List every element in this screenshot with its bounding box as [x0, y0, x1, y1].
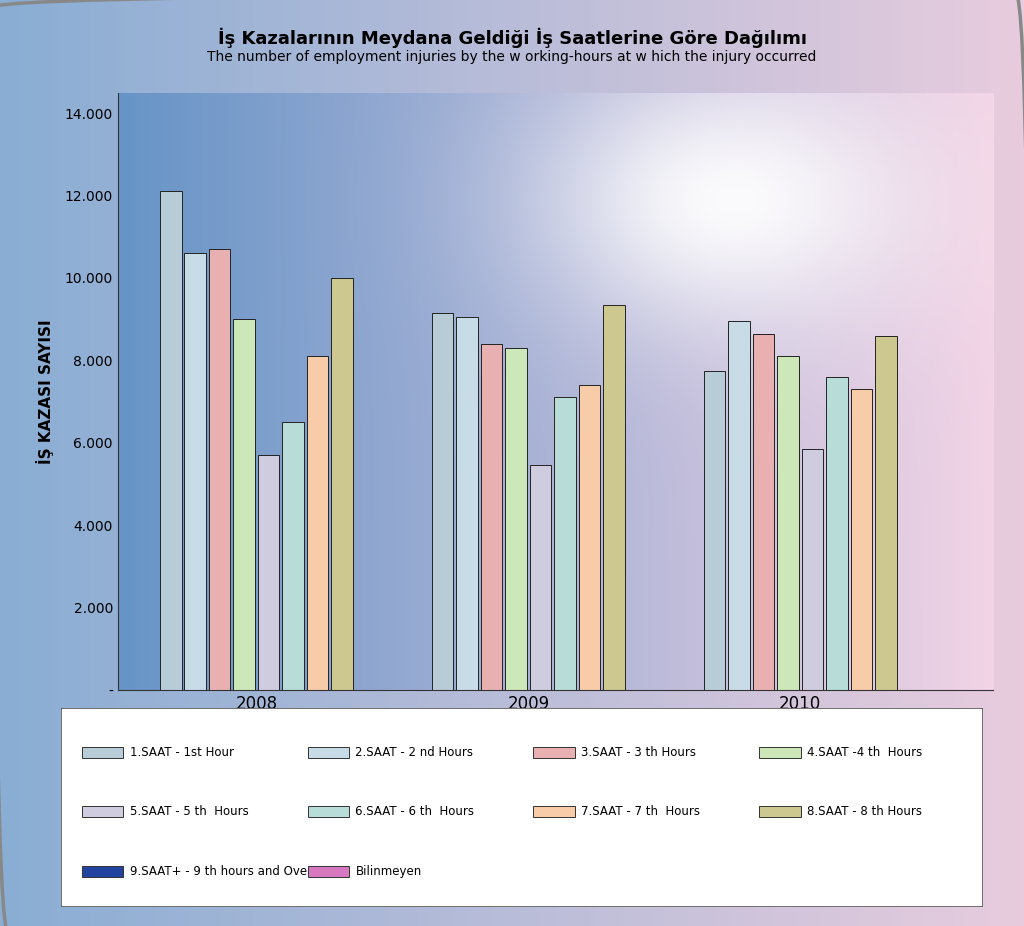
Bar — [728, 321, 750, 690]
Text: İş Kazalarının Meydana Geldiği İş Saatlerine Göre Dağılımı: İş Kazalarının Meydana Geldiği İş Saatle… — [217, 28, 807, 48]
Text: 5.SAAT - 5 th  Hours: 5.SAAT - 5 th Hours — [130, 806, 249, 819]
Bar — [534, 807, 574, 818]
X-axis label: YILLAR: YILLAR — [520, 721, 591, 739]
Bar — [529, 466, 551, 690]
Bar — [802, 449, 823, 690]
Text: 9.SAAT+ - 9 th hours and Over: 9.SAAT+ - 9 th hours and Over — [130, 865, 311, 878]
Bar — [307, 357, 329, 690]
Bar — [481, 344, 503, 690]
Bar — [777, 357, 799, 690]
Bar — [851, 389, 872, 690]
Text: Bilinmeyen: Bilinmeyen — [355, 865, 422, 878]
Text: 6.SAAT - 6 th  Hours: 6.SAAT - 6 th Hours — [355, 806, 474, 819]
Bar — [307, 866, 349, 877]
Bar — [82, 807, 123, 818]
Bar — [876, 335, 897, 690]
Bar — [505, 348, 527, 690]
Text: 2.SAAT - 2 nd Hours: 2.SAAT - 2 nd Hours — [355, 745, 473, 758]
Text: 7.SAAT - 7 th  Hours: 7.SAAT - 7 th Hours — [582, 806, 700, 819]
Text: 3.SAAT - 3 th Hours: 3.SAAT - 3 th Hours — [582, 745, 696, 758]
Bar — [184, 253, 206, 690]
Bar — [759, 746, 801, 757]
Y-axis label: İŞ KAZASI SAYISI: İŞ KAZASI SAYISI — [36, 319, 53, 464]
Text: 4.SAAT -4 th  Hours: 4.SAAT -4 th Hours — [807, 745, 923, 758]
Text: The number of employment injuries by the w orking-hours at w hich the injury occ: The number of employment injuries by the… — [207, 50, 817, 65]
Bar — [759, 807, 801, 818]
Text: 8.SAAT - 8 th Hours: 8.SAAT - 8 th Hours — [807, 806, 922, 819]
Bar — [307, 746, 349, 757]
Bar — [753, 333, 774, 690]
Bar — [579, 385, 600, 690]
Bar — [554, 397, 575, 690]
Bar — [233, 319, 255, 690]
Bar — [82, 746, 123, 757]
Bar — [534, 746, 574, 757]
Bar — [283, 422, 304, 690]
Bar — [307, 807, 349, 818]
Bar — [826, 377, 848, 690]
Bar — [432, 313, 454, 690]
Bar — [703, 370, 725, 690]
Bar — [457, 317, 478, 690]
Bar — [603, 305, 625, 690]
Bar — [160, 192, 181, 690]
Text: 1.SAAT - 1st Hour: 1.SAAT - 1st Hour — [130, 745, 233, 758]
Bar — [332, 278, 353, 690]
Bar — [209, 249, 230, 690]
Bar — [82, 866, 123, 877]
Bar — [258, 455, 280, 690]
